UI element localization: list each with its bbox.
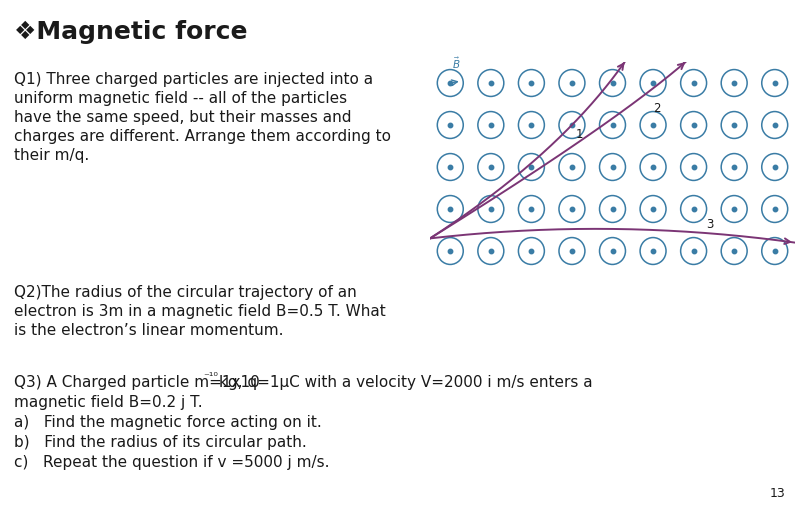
- Text: Q2)The radius of the circular trajectory of an: Q2)The radius of the circular trajectory…: [14, 285, 356, 300]
- Text: magnetic field B=0.2 j T.: magnetic field B=0.2 j T.: [14, 395, 203, 410]
- Text: $\vec{B}$: $\vec{B}$: [452, 56, 460, 71]
- Text: 13: 13: [769, 487, 785, 500]
- Text: Q3) A Charged particle m=1x10: Q3) A Charged particle m=1x10: [14, 375, 260, 390]
- Text: c)   Repeat the question if v =5000 j m/s.: c) Repeat the question if v =5000 j m/s.: [14, 455, 329, 470]
- Text: their m/q.: their m/q.: [14, 148, 89, 163]
- Text: kg, q=1μC with a velocity V=2000 i m/s enters a: kg, q=1μC with a velocity V=2000 i m/s e…: [219, 375, 593, 390]
- Text: electron is 3m in a magnetic field B=0.5 T. What: electron is 3m in a magnetic field B=0.5…: [14, 304, 386, 319]
- Text: is the electron’s linear momentum.: is the electron’s linear momentum.: [14, 323, 284, 338]
- Text: 2: 2: [653, 102, 661, 116]
- Text: have the same speed, but their masses and: have the same speed, but their masses an…: [14, 110, 352, 125]
- Text: a)   Find the magnetic force acting on it.: a) Find the magnetic force acting on it.: [14, 415, 322, 430]
- Text: ⁻¹⁰: ⁻¹⁰: [203, 372, 218, 382]
- Text: ❖Magnetic force: ❖Magnetic force: [14, 20, 248, 44]
- Text: 3: 3: [706, 218, 714, 231]
- Text: uniform magnetic field -- all of the particles: uniform magnetic field -- all of the par…: [14, 91, 347, 106]
- Text: charges are different. Arrange them according to: charges are different. Arrange them acco…: [14, 129, 391, 144]
- Text: b)   Find the radius of its circular path.: b) Find the radius of its circular path.: [14, 435, 307, 450]
- Text: 1: 1: [576, 127, 583, 140]
- Text: Q1) Three charged particles are injected into a: Q1) Three charged particles are injected…: [14, 72, 373, 87]
